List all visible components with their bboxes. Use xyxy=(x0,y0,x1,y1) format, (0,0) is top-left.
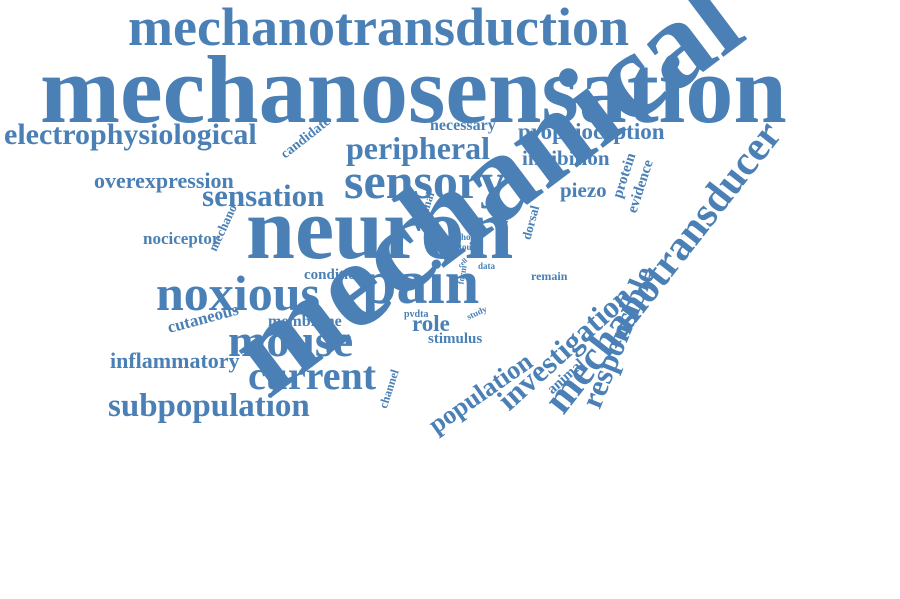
word-piezo: piezo xyxy=(560,178,607,202)
word-stimulus: stimulus xyxy=(428,331,483,347)
word-role: role xyxy=(412,311,450,336)
word-inhibition: inhibition xyxy=(522,146,610,170)
word-noxious: noxious xyxy=(156,265,320,321)
word-neuron: neuron xyxy=(246,181,514,278)
word-mechanotransduction: mechanotransduction xyxy=(128,0,630,57)
word-electrophysiological: electrophysiological xyxy=(4,118,257,151)
word-data: data xyxy=(478,261,496,271)
word-touch: touch xyxy=(459,242,481,252)
word-sensation: sensation xyxy=(202,178,325,213)
word-membrane: membrane xyxy=(268,313,342,330)
word-sensory: sensory xyxy=(344,153,506,209)
word-mechanosensation: mechanosensation xyxy=(40,36,787,143)
word-condition: condition xyxy=(304,267,365,283)
word-channel: channel xyxy=(376,367,402,411)
word-remain: remain xyxy=(531,269,568,283)
word-nociceptor: nociceptor xyxy=(143,229,220,248)
word-horn: horn xyxy=(461,232,480,242)
word-peripheral: peripheral xyxy=(346,130,490,166)
word-mouse: mouse xyxy=(228,315,354,366)
word-pain: pain xyxy=(362,249,480,317)
word-overexpression: overexpression xyxy=(94,168,234,193)
word-current: current xyxy=(248,353,377,398)
word-proprioception: proprioception xyxy=(518,119,665,144)
word-inflammatory: inflammatory xyxy=(110,348,240,373)
word-subpopulation: subpopulation xyxy=(108,388,310,424)
word-pvdta: pvdta xyxy=(404,309,429,320)
word-necessary: necessary xyxy=(430,117,496,134)
